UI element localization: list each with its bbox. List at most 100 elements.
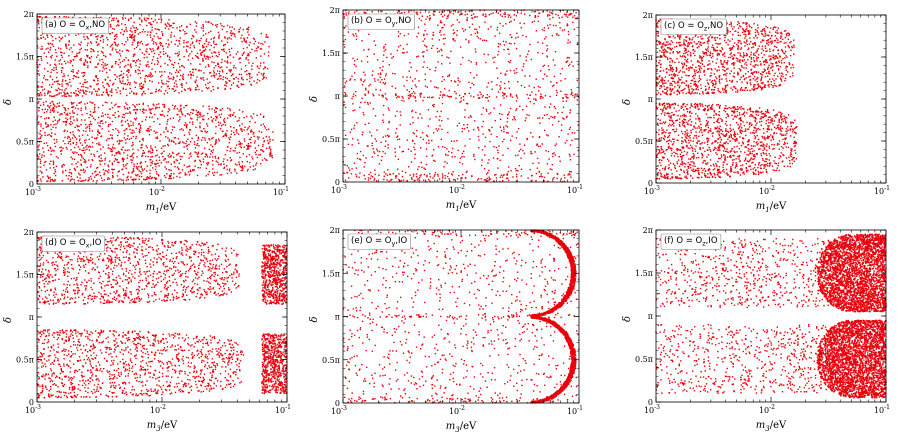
scatter-point xyxy=(206,123,207,124)
scatter-point xyxy=(355,91,356,92)
scatter-point xyxy=(187,149,188,150)
scatter-point xyxy=(520,158,521,159)
scatter-point xyxy=(97,55,98,56)
scatter-point xyxy=(374,179,375,180)
scatter-point xyxy=(542,143,543,144)
scatter-point xyxy=(81,165,82,166)
scatter-point xyxy=(64,143,65,144)
scatter-point xyxy=(157,107,158,108)
scatter-point xyxy=(780,35,781,36)
scatter-point xyxy=(130,17,131,18)
scatter-point xyxy=(717,53,718,54)
scatter-point xyxy=(514,43,515,44)
scatter-point xyxy=(445,154,446,155)
scatter-point xyxy=(239,125,240,126)
scatter-point xyxy=(38,70,39,71)
scatter-point xyxy=(222,29,223,30)
scatter-point xyxy=(233,112,234,113)
scatter-point xyxy=(748,71,749,72)
scatter-point xyxy=(110,46,111,47)
scatter-point xyxy=(261,125,262,126)
scatter-point xyxy=(488,159,489,160)
scatter-point xyxy=(677,52,678,53)
scatter-point xyxy=(558,35,559,36)
scatter-point xyxy=(444,175,445,176)
scatter-point xyxy=(124,117,125,118)
scatter-point xyxy=(553,177,554,178)
y-axis-label: δ xyxy=(309,96,320,102)
scatter-point xyxy=(121,149,122,150)
scatter-point xyxy=(116,51,117,52)
scatter-point xyxy=(344,27,345,28)
scatter-point xyxy=(775,58,776,59)
scatter-point xyxy=(524,153,525,154)
scatter-point xyxy=(221,114,222,115)
scatter-point xyxy=(517,81,518,82)
scatter-point xyxy=(222,71,223,72)
scatter-point xyxy=(107,64,108,65)
scatter-point xyxy=(81,48,82,49)
scatter-point xyxy=(82,145,83,146)
scatter-point xyxy=(85,79,86,80)
scatter-point xyxy=(63,164,64,165)
scatter-point xyxy=(447,132,448,133)
scatter-point xyxy=(241,167,242,168)
scatter-point xyxy=(519,55,520,56)
scatter-point xyxy=(122,61,123,62)
scatter-point xyxy=(74,93,75,94)
scatter-point xyxy=(109,138,110,139)
scatter-point xyxy=(53,180,54,181)
scatter-point xyxy=(110,124,111,125)
scatter-point xyxy=(256,48,257,49)
scatter-point xyxy=(222,70,223,71)
scatter-point xyxy=(487,94,488,95)
scatter-point xyxy=(382,61,383,62)
scatter-point xyxy=(97,129,98,130)
scatter-point xyxy=(94,111,95,112)
scatter-point xyxy=(508,53,509,54)
scatter-point xyxy=(127,84,128,85)
scatter-point xyxy=(135,119,136,120)
scatter-point xyxy=(478,97,479,98)
scatter-point xyxy=(117,141,118,142)
scatter-point xyxy=(121,125,122,126)
scatter-point xyxy=(778,27,779,28)
scatter-point xyxy=(424,38,425,39)
scatter-point xyxy=(234,33,235,34)
scatter-point xyxy=(521,175,522,176)
scatter-point xyxy=(62,76,63,77)
scatter-point xyxy=(208,163,209,164)
scatter-point xyxy=(383,54,384,55)
scatter-point xyxy=(41,60,42,61)
scatter-point xyxy=(372,176,373,177)
scatter-point xyxy=(501,130,502,131)
scatter-point xyxy=(120,81,121,82)
scatter-point xyxy=(78,91,79,92)
scatter-point xyxy=(430,80,431,81)
scatter-point xyxy=(163,146,164,147)
scatter-point xyxy=(204,137,205,138)
scatter-point xyxy=(375,89,376,90)
scatter-point xyxy=(793,40,794,41)
scatter-point xyxy=(194,151,195,152)
scatter-point xyxy=(549,96,550,97)
scatter-point xyxy=(422,52,423,53)
scatter-point xyxy=(67,119,68,120)
scatter-point xyxy=(441,139,442,140)
scatter-point xyxy=(44,162,45,163)
scatter-point xyxy=(89,150,90,151)
scatter-point xyxy=(492,89,493,90)
scatter-point xyxy=(77,114,78,115)
scatter-point xyxy=(103,65,104,66)
scatter-point xyxy=(97,174,98,175)
scatter-point xyxy=(70,143,71,144)
scatter-point xyxy=(380,81,381,82)
scatter-point xyxy=(505,74,506,75)
scatter-point xyxy=(64,137,65,138)
scatter-point xyxy=(176,114,177,115)
scatter-point xyxy=(135,179,136,180)
scatter-point xyxy=(85,108,86,109)
scatter-point xyxy=(152,177,153,178)
scatter-point xyxy=(75,163,76,164)
scatter-point xyxy=(531,59,532,60)
